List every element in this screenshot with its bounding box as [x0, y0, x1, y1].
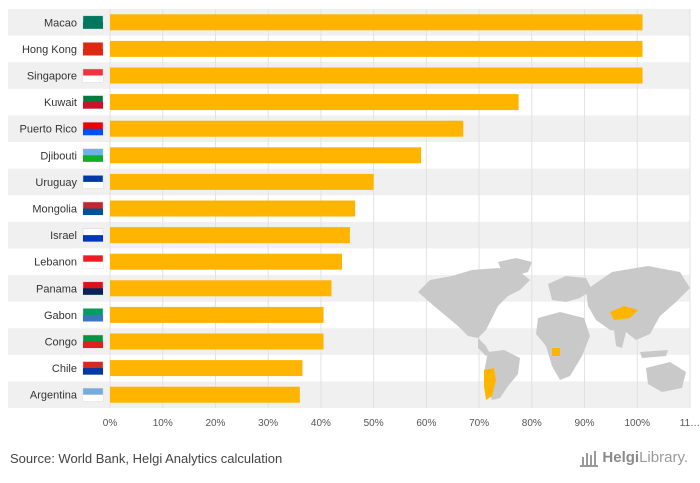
flag-icon [82, 254, 104, 269]
flag-icon [82, 361, 104, 375]
x-tick-label: 40% [311, 418, 331, 429]
category-label: Lebanon [34, 257, 77, 269]
x-tick-label: 11… [680, 418, 700, 429]
flag-icon [82, 148, 104, 163]
bar [110, 253, 342, 270]
logo-text: HelgiLibrary. [602, 449, 688, 466]
bar [110, 14, 643, 31]
flag-icon [82, 228, 104, 242]
bar [110, 67, 643, 84]
category-label: Mongolia [32, 204, 78, 216]
x-tick-label: 100% [624, 418, 650, 429]
x-tick-label: 50% [364, 418, 384, 429]
flag-icon [82, 308, 104, 322]
bars [110, 14, 643, 403]
x-tick-label: 60% [416, 418, 436, 429]
bar [110, 94, 519, 111]
map-highlights [484, 306, 638, 400]
bar [110, 147, 422, 164]
x-tick-label: 20% [205, 418, 225, 429]
flag-icon [82, 175, 104, 189]
flag-icon [82, 387, 104, 402]
x-tick-label: 30% [258, 418, 278, 429]
x-tick-label: 80% [522, 418, 542, 429]
bar [110, 386, 300, 403]
category-label: Gabon [44, 310, 77, 322]
category-label: Argentina [30, 390, 78, 402]
category-label: Singapore [27, 71, 77, 83]
flag-icon [82, 201, 104, 216]
x-tick-label: 10% [153, 418, 173, 429]
category-label: Uruguay [35, 177, 77, 189]
bar [110, 200, 356, 217]
bar [110, 333, 324, 350]
source-note: Source: World Bank, Helgi Analytics calc… [10, 451, 283, 466]
flag-icon [82, 121, 104, 136]
logo-prefix: Helgi [602, 448, 640, 466]
x-tick-label: 70% [469, 418, 489, 429]
flag-icon [82, 95, 104, 109]
bar-chart: Macao Hong Kong Singapore Kuwait Puerto Rico… [8, 9, 700, 429]
x-tick-label: 0% [103, 418, 118, 429]
bar [110, 306, 324, 323]
category-label: Puerto Rico [20, 124, 77, 136]
flag-icon [82, 42, 104, 56]
bar [110, 173, 374, 190]
bar [110, 360, 303, 377]
bar [110, 40, 643, 57]
bar [110, 227, 350, 244]
bar [110, 280, 332, 297]
category-label: Macao [44, 17, 77, 29]
helgi-library-logo[interactable]: HelgiLibrary. [580, 447, 688, 467]
flag-icon [82, 281, 104, 296]
category-label: Hong Kong [22, 44, 77, 56]
x-axis-ticks: 0% 10% 20% 30% 40% 50% 60% 70% 80% 90% 100% 11… [103, 418, 700, 429]
category-label: Djibouti [40, 150, 77, 162]
category-label: Panama [36, 283, 78, 295]
flag-icon [82, 15, 104, 30]
category-labels: Macao Hong Kong Singapore Kuwait Puerto Rico… [20, 17, 78, 401]
flag-icon [82, 68, 104, 83]
category-label: Congo [45, 337, 77, 349]
category-label: Israel [50, 230, 77, 242]
flags [82, 15, 104, 402]
library-icon [580, 447, 599, 467]
logo-suffix: Library. [639, 448, 688, 466]
flag-icon [82, 334, 104, 349]
x-tick-label: 90% [575, 418, 595, 429]
category-label: Chile [52, 363, 77, 375]
category-label: Kuwait [44, 97, 77, 109]
bar [110, 120, 464, 137]
